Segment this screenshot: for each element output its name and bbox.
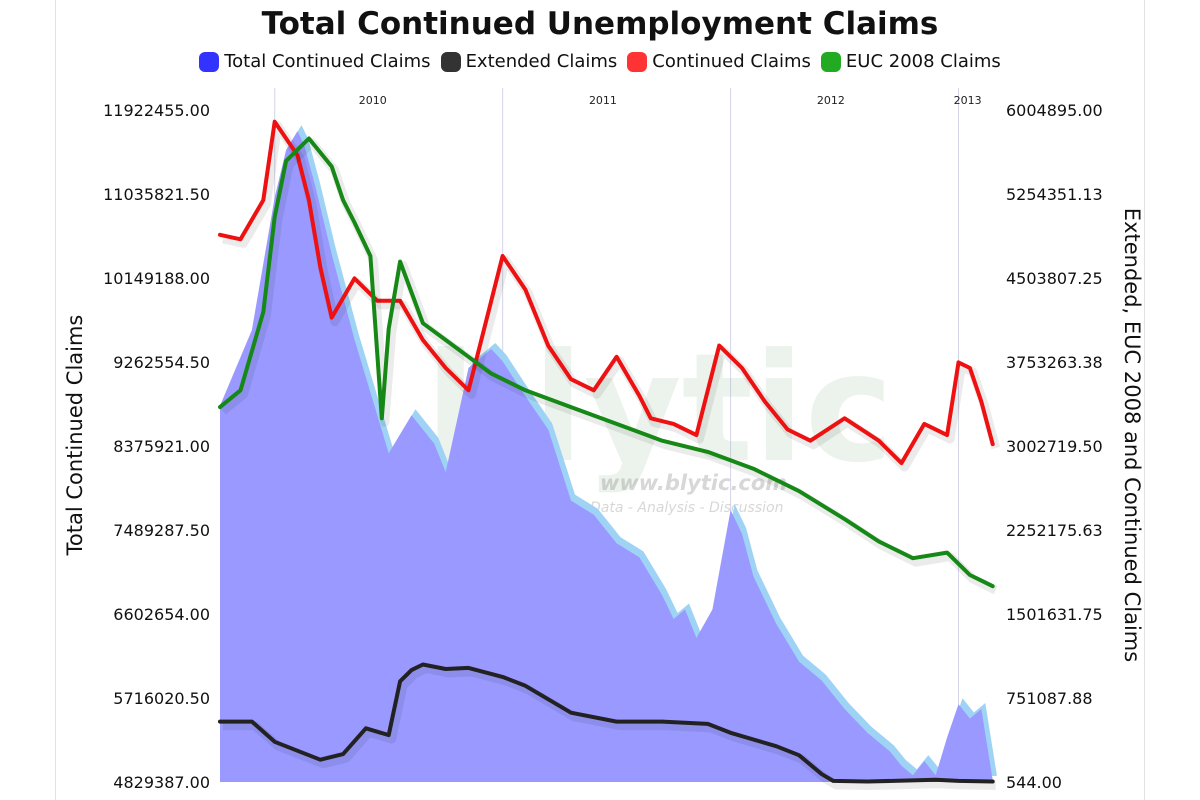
left-tick-label: 9262554.50 [113,353,210,372]
legend-label-continued: Continued Claims [652,51,811,72]
year-label-2012: 2012 [817,94,845,107]
legend-item-extended[interactable]: Extended Claims [440,51,618,72]
series-area-total-continued-claims [220,131,993,783]
left-tick-label: 4829387.00 [113,773,210,792]
year-label-2011: 2011 [589,94,617,107]
right-tick-label: 5254351.13 [1006,185,1103,204]
right-tick-label: 2252175.63 [1006,521,1103,540]
series-line-extended-claims [218,662,995,784]
legend-label-total: Total Continued Claims [224,51,431,72]
right-tick-label: 6004895.00 [1006,101,1103,120]
left-tick-label: 11035821.50 [103,185,210,204]
axis-layer: 4829387.00 5716020.50 6602654.00 7489287.50… [103,101,1103,792]
left-tick-label: 7489287.50 [113,521,210,540]
right-tick-label: 544.00 [1006,773,1062,792]
area-layer [220,125,997,783]
chart-legend: Total Continued Claims Extended Claims C… [0,51,1200,72]
legend-swatch-continued [627,51,648,72]
left-tick-label: 8375921.00 [113,437,210,456]
left-tick-label: 6602654.00 [113,605,210,624]
chart-title: Total Continued Unemployment Claims [261,6,939,42]
frame-line-right [1144,0,1145,800]
legend-item-continued[interactable]: Continued Claims [627,51,811,72]
legend-item-euc[interactable]: EUC 2008 Claims [820,51,1001,72]
legend-label-euc: EUC 2008 Claims [845,51,1001,72]
legend-label-extended: Extended Claims [465,51,618,72]
watermark-url: www.blytic.com [600,471,787,495]
y-axis-title-left: Total Continued Claims [63,315,87,557]
year-label-2010: 2010 [359,94,387,107]
right-tick-label: 3002719.50 [1006,437,1103,456]
right-tick-label: 1501631.75 [1006,605,1103,624]
legend-swatch-total [199,51,220,72]
line-layer [218,119,1001,790]
legend-swatch-extended [440,51,461,72]
right-tick-label: 751087.88 [1006,689,1093,708]
year-label-2013: 2013 [954,94,982,107]
series-line-euc-2008-claims [218,136,995,589]
series-line-continued-claims [218,119,995,466]
left-tick-label: 5716020.50 [113,689,210,708]
legend-item-total[interactable]: Total Continued Claims [199,51,431,72]
legend-swatch-euc [820,51,841,72]
right-tick-label: 4503807.25 [1006,269,1103,288]
left-tick-label: 11922455.00 [103,101,210,120]
y-axis-title-right: Extended, EUC 2008 and Continued Claims [1120,208,1144,662]
watermark-tagline: Data - Analysis - Discussion [590,500,783,516]
right-tick-label: 3753263.38 [1006,353,1103,372]
frame-line-left [55,0,56,800]
left-tick-label: 10149188.00 [103,269,210,288]
